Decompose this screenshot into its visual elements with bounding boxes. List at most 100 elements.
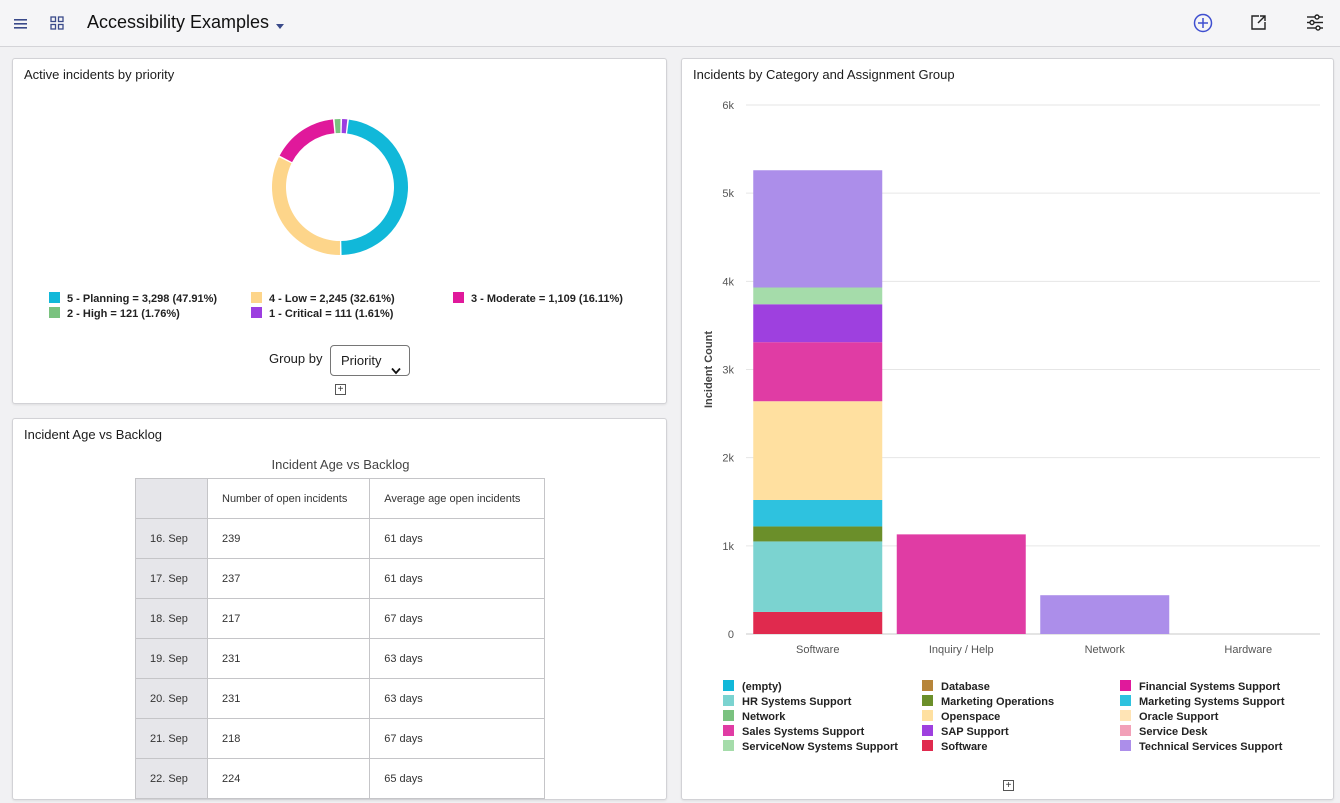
legend-item[interactable]: Openspace (922, 710, 1000, 724)
x-tick-label: Software (796, 644, 839, 656)
row-header: 16. Sep (135, 518, 208, 559)
page-title: Accessibility Examples (87, 12, 270, 32)
legend-item[interactable]: Marketing Operations (922, 695, 1054, 709)
x-tick-label: Hardware (1224, 644, 1272, 656)
legend-item[interactable]: Network (723, 710, 785, 724)
row-header: 19. Sep (135, 638, 208, 679)
table-cell: 61 days (369, 558, 545, 599)
table-cell: 231 (206, 678, 371, 719)
table-cell: 67 days (369, 718, 545, 759)
legend-item[interactable]: ServiceNow Systems Support (723, 740, 898, 754)
bar-segment[interactable] (753, 342, 883, 402)
donut-slice[interactable] (334, 119, 341, 134)
donut-slice[interactable] (341, 119, 348, 134)
filter-settings-icon[interactable] (1306, 14, 1324, 36)
table-row: 17. Sep 237 61 days (135, 558, 545, 599)
priority-donut-chart (272, 119, 408, 255)
card-title: Incidents by Category and Assignment Gro… (693, 67, 955, 82)
bar-segment[interactable] (753, 526, 883, 542)
legend-item[interactable]: Financial Systems Support (1120, 680, 1280, 694)
add-circle-icon[interactable] (1193, 13, 1213, 38)
expand-icon[interactable]: + (1003, 780, 1014, 791)
legend-label: 2 - High = 121 (1.76%) (67, 308, 180, 320)
card-title: Active incidents by priority (24, 67, 175, 82)
bar-segment[interactable] (753, 287, 883, 305)
legend-item[interactable]: 3 - Moderate = 1,109 (16.11%) (453, 292, 623, 306)
legend-label: ServiceNow Systems Support (742, 741, 898, 753)
row-header: 17. Sep (135, 558, 208, 599)
legend-swatch (723, 725, 734, 736)
legend-label: Oracle Support (1139, 711, 1219, 723)
legend-item[interactable]: Technical Services Support (1120, 740, 1282, 754)
legend-label: (empty) (742, 681, 782, 693)
legend-swatch (922, 710, 933, 721)
legend-item[interactable]: SAP Support (922, 725, 1009, 739)
table-cell: 67 days (369, 598, 545, 639)
table-cell: 63 days (369, 678, 545, 719)
group-by-select[interactable]: Priority (330, 345, 410, 376)
row-header: 22. Sep (135, 758, 208, 799)
legend-item[interactable]: Sales Systems Support (723, 725, 864, 739)
y-tick-label: 0 (728, 629, 734, 641)
legend-swatch (1120, 740, 1131, 751)
grid-icon[interactable] (50, 16, 64, 35)
legend-label: 5 - Planning = 3,298 (47.91%) (67, 293, 218, 305)
legend-swatch (1120, 725, 1131, 736)
legend-item[interactable]: 2 - High = 121 (1.76%) (49, 307, 180, 321)
table-row: 16. Sep 239 61 days (135, 518, 545, 559)
bar-segment[interactable] (753, 170, 883, 288)
row-header: 21. Sep (135, 718, 208, 759)
legend-item[interactable]: Oracle Support (1120, 710, 1218, 724)
y-tick-label: 6k (722, 100, 734, 112)
legend-item[interactable]: Database (922, 680, 990, 694)
bar-segment[interactable] (896, 534, 1026, 634)
legend-swatch (723, 740, 734, 751)
legend-label: Marketing Systems Support (1139, 696, 1285, 708)
legend-label: Openspace (941, 711, 1001, 723)
legend-item[interactable]: Marketing Systems Support (1120, 695, 1284, 709)
share-icon[interactable] (1250, 14, 1267, 36)
table-cell: 239 (206, 518, 371, 559)
column-header: Number of open incidents (206, 478, 371, 519)
active-incidents-card: Active incidents by priority 5 - Plannin… (12, 58, 667, 404)
expand-icon[interactable]: + (335, 384, 346, 395)
bar-segment[interactable] (753, 611, 883, 634)
y-tick-label: 1k (722, 541, 734, 553)
legend-label: 3 - Moderate = 1,109 (16.11%) (471, 293, 623, 305)
legend-item[interactable]: HR Systems Support (723, 695, 851, 709)
legend-item[interactable]: (empty) (723, 680, 782, 694)
legend-swatch (49, 307, 60, 318)
bar-segment[interactable] (1040, 595, 1170, 634)
bar-segment[interactable] (753, 304, 883, 343)
menu-icon[interactable] (14, 17, 27, 35)
y-tick-label: 3k (722, 365, 734, 377)
legend-label: SAP Support (941, 726, 1009, 738)
column-header (135, 478, 208, 519)
legend-swatch (251, 307, 262, 318)
legend-swatch (453, 292, 464, 303)
caret-down-icon[interactable] (276, 17, 284, 35)
legend-swatch (922, 725, 933, 736)
legend-item[interactable]: Software (922, 740, 987, 754)
bar-segment[interactable] (753, 499, 883, 527)
x-tick-label: Inquiry / Help (929, 644, 994, 656)
legend-swatch (723, 695, 734, 706)
bar-segment[interactable] (753, 401, 883, 500)
donut-slice[interactable] (341, 119, 408, 255)
y-tick-label: 5k (722, 188, 734, 200)
table-header-row: Number of open incidents Average age ope… (135, 478, 545, 519)
donut-slice[interactable] (272, 157, 340, 255)
legend-label: HR Systems Support (742, 696, 852, 708)
table-cell: 61 days (369, 518, 545, 559)
legend-item[interactable]: 5 - Planning = 3,298 (47.91%) (49, 292, 217, 306)
legend-item[interactable]: 4 - Low = 2,245 (32.61%) (251, 292, 395, 306)
x-tick-label: Network (1085, 644, 1126, 656)
y-tick-label: 4k (722, 276, 734, 288)
donut-slice[interactable] (279, 119, 335, 163)
legend-swatch (49, 292, 60, 303)
legend-label: Software (941, 741, 988, 753)
bar-segment[interactable] (753, 541, 883, 612)
legend-item[interactable]: 1 - Critical = 111 (1.61%) (251, 307, 393, 321)
table-row: 21. Sep 218 67 days (135, 718, 545, 759)
legend-item[interactable]: Service Desk (1120, 725, 1208, 739)
